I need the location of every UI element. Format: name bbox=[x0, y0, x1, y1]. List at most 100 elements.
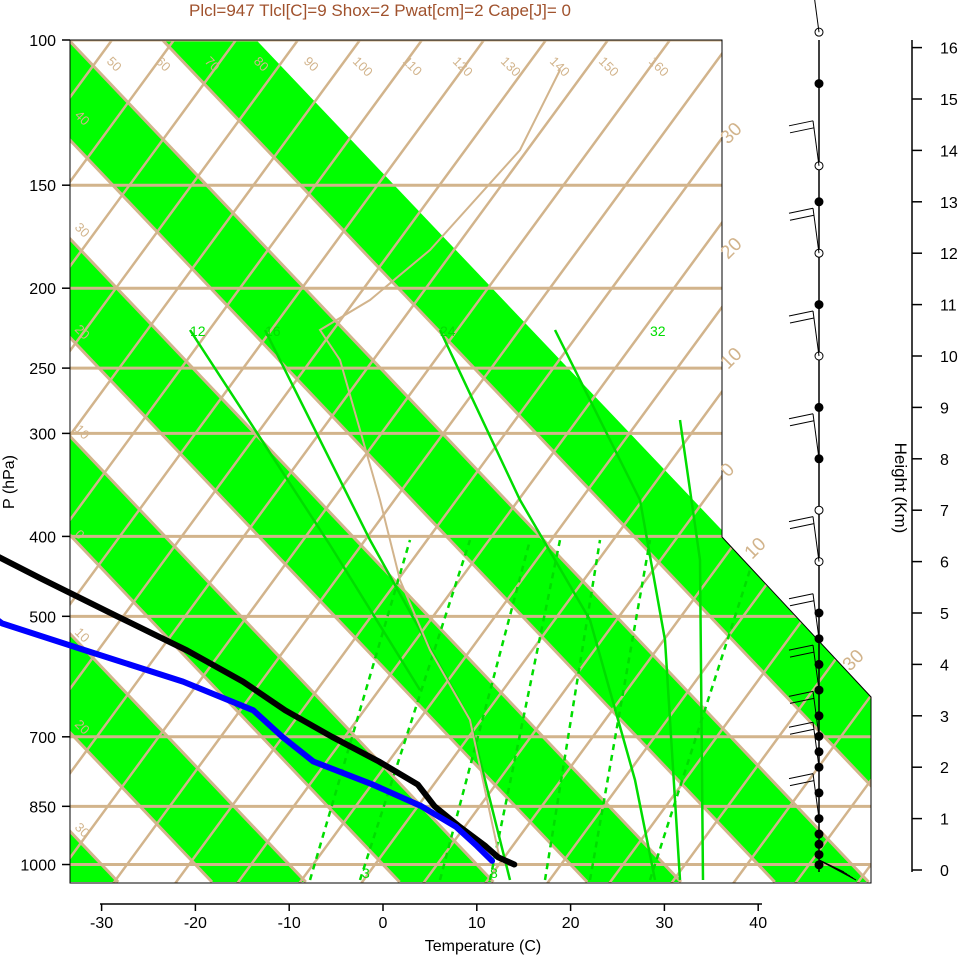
moist-adiabat-line bbox=[438, 329, 657, 881]
isotherm-line bbox=[70, 40, 307, 883]
dry-adiabat-line bbox=[70, 40, 486, 883]
mixing-ratio-label: 8 bbox=[490, 865, 498, 881]
dewpoint-line bbox=[0, 618, 496, 864]
height-tick-label: 7 bbox=[940, 503, 949, 520]
pressure-tick-label: 200 bbox=[29, 281, 56, 298]
wind-barb bbox=[814, 0, 820, 33]
dry-adiabat-line bbox=[606, 40, 871, 883]
wind-barb bbox=[788, 593, 814, 600]
height-tick-label: 2 bbox=[940, 760, 949, 777]
dry-adiabat-line bbox=[730, 40, 871, 883]
wind-barb bbox=[789, 523, 815, 530]
wind-barb bbox=[788, 207, 814, 214]
wind-level-marker bbox=[814, 505, 824, 515]
wind-barb bbox=[789, 600, 815, 607]
mixing-ratio-label: 12 bbox=[190, 323, 206, 339]
mixing-ratio-label: 16 bbox=[265, 323, 281, 339]
height-tick-label: 0 bbox=[940, 863, 949, 880]
wind-level-marker bbox=[814, 788, 824, 798]
wind-level-marker bbox=[814, 659, 824, 669]
dry-adiabat-line bbox=[70, 40, 300, 883]
dry-adiabat-line bbox=[668, 40, 871, 883]
pressure-tick-label: 700 bbox=[29, 730, 56, 747]
moist-adiabat-line bbox=[263, 329, 512, 881]
pressure-tick-label: 1000 bbox=[20, 858, 56, 875]
height-tick-label: 1 bbox=[940, 812, 949, 829]
temperature-tick-label: 20 bbox=[562, 915, 580, 932]
pressure-tick-label: 150 bbox=[29, 178, 56, 195]
mixing-ratio-line bbox=[588, 539, 652, 881]
dry-adiabat-line bbox=[70, 40, 362, 883]
y-axis-label: P (hPa) bbox=[1, 455, 18, 509]
wind-barb bbox=[789, 317, 815, 324]
height-tick-label: 14 bbox=[940, 143, 958, 160]
temperature-tick-label: 30 bbox=[656, 915, 674, 932]
parcel-line bbox=[318, 69, 561, 861]
height-tick-label: 15 bbox=[940, 92, 958, 109]
height-tick-label: 12 bbox=[940, 246, 958, 263]
wind-barb bbox=[789, 780, 815, 787]
height-tick-label: 5 bbox=[940, 606, 949, 623]
temperature-tick-label: 0 bbox=[379, 915, 388, 932]
parcel-path bbox=[318, 69, 561, 861]
height-tick-label: 9 bbox=[940, 400, 949, 417]
wind-barb bbox=[789, 697, 815, 704]
pressure-tick-label: 250 bbox=[29, 361, 56, 378]
wind-barb bbox=[788, 516, 814, 523]
dry-adiabat-line bbox=[70, 40, 672, 883]
height-axis-label: Height (Km) bbox=[891, 443, 910, 534]
temperature-axis: -30 -20 -10 0 10 20 30 40 bbox=[90, 903, 767, 932]
mixing-ratio-line bbox=[543, 539, 602, 881]
height-tick-label: 10 bbox=[940, 349, 958, 366]
mixing-ratio-label: 3 bbox=[362, 865, 370, 881]
wind-level-marker bbox=[814, 711, 824, 721]
dry-adiabat-line bbox=[70, 40, 424, 883]
theta-label: 10 bbox=[741, 534, 771, 564]
temperature-line bbox=[0, 554, 518, 868]
wind-barb-axis bbox=[788, 0, 857, 881]
isotherm-line bbox=[70, 40, 495, 883]
temperature-tick-label: 10 bbox=[468, 915, 486, 932]
temperature-tick-label: 40 bbox=[749, 915, 767, 932]
wind-barb bbox=[789, 420, 815, 427]
isotherm-line bbox=[161, 40, 871, 883]
wind-level-marker bbox=[814, 197, 824, 207]
wind-barb bbox=[788, 644, 814, 651]
pressure-tick-label: 400 bbox=[29, 529, 56, 546]
isotherm-line bbox=[70, 40, 589, 883]
wind-barb bbox=[789, 214, 815, 221]
height-tick-label: 8 bbox=[940, 452, 949, 469]
wind-barb bbox=[788, 721, 814, 728]
isotherm-line bbox=[70, 40, 214, 883]
wind-barb bbox=[818, 859, 857, 881]
height-tick-label: 16 bbox=[940, 41, 958, 58]
chart-title: Plcl=947 Tlcl[C]=9 Shox=2 Pwat[cm]=2 Cap… bbox=[189, 1, 571, 20]
dry-adiabat-line bbox=[70, 40, 176, 883]
mixing-ratio-label: 24 bbox=[440, 323, 456, 339]
dry-adiabat-line bbox=[70, 40, 238, 883]
mixing-ratio-line bbox=[358, 539, 472, 881]
pressure-tick-label: 850 bbox=[29, 799, 56, 816]
moist-adiabat-line bbox=[678, 419, 705, 881]
wind-level-marker bbox=[814, 608, 824, 618]
wind-barb bbox=[789, 127, 815, 134]
wind-barb bbox=[789, 728, 815, 735]
wind-barb bbox=[788, 773, 814, 780]
wind-level-marker bbox=[814, 839, 824, 849]
wind-level-marker bbox=[814, 850, 824, 860]
wind-level-marker bbox=[814, 402, 824, 412]
mixing-ratio-line bbox=[308, 539, 412, 881]
moist-adiabat-line bbox=[188, 329, 422, 691]
height-tick-label: 6 bbox=[940, 555, 949, 572]
pressure-tick-label: 300 bbox=[29, 426, 56, 443]
isotherm-line bbox=[70, 40, 683, 883]
wind-level-marker bbox=[814, 300, 824, 310]
height-tick-label: 3 bbox=[940, 709, 949, 726]
dry-adiabat-line bbox=[172, 40, 796, 883]
mixing-ratio-line bbox=[488, 539, 562, 881]
wind-barb bbox=[788, 413, 814, 420]
x-axis-label: Temperature (C) bbox=[425, 938, 541, 955]
temperature-tick-label: -10 bbox=[278, 915, 301, 932]
